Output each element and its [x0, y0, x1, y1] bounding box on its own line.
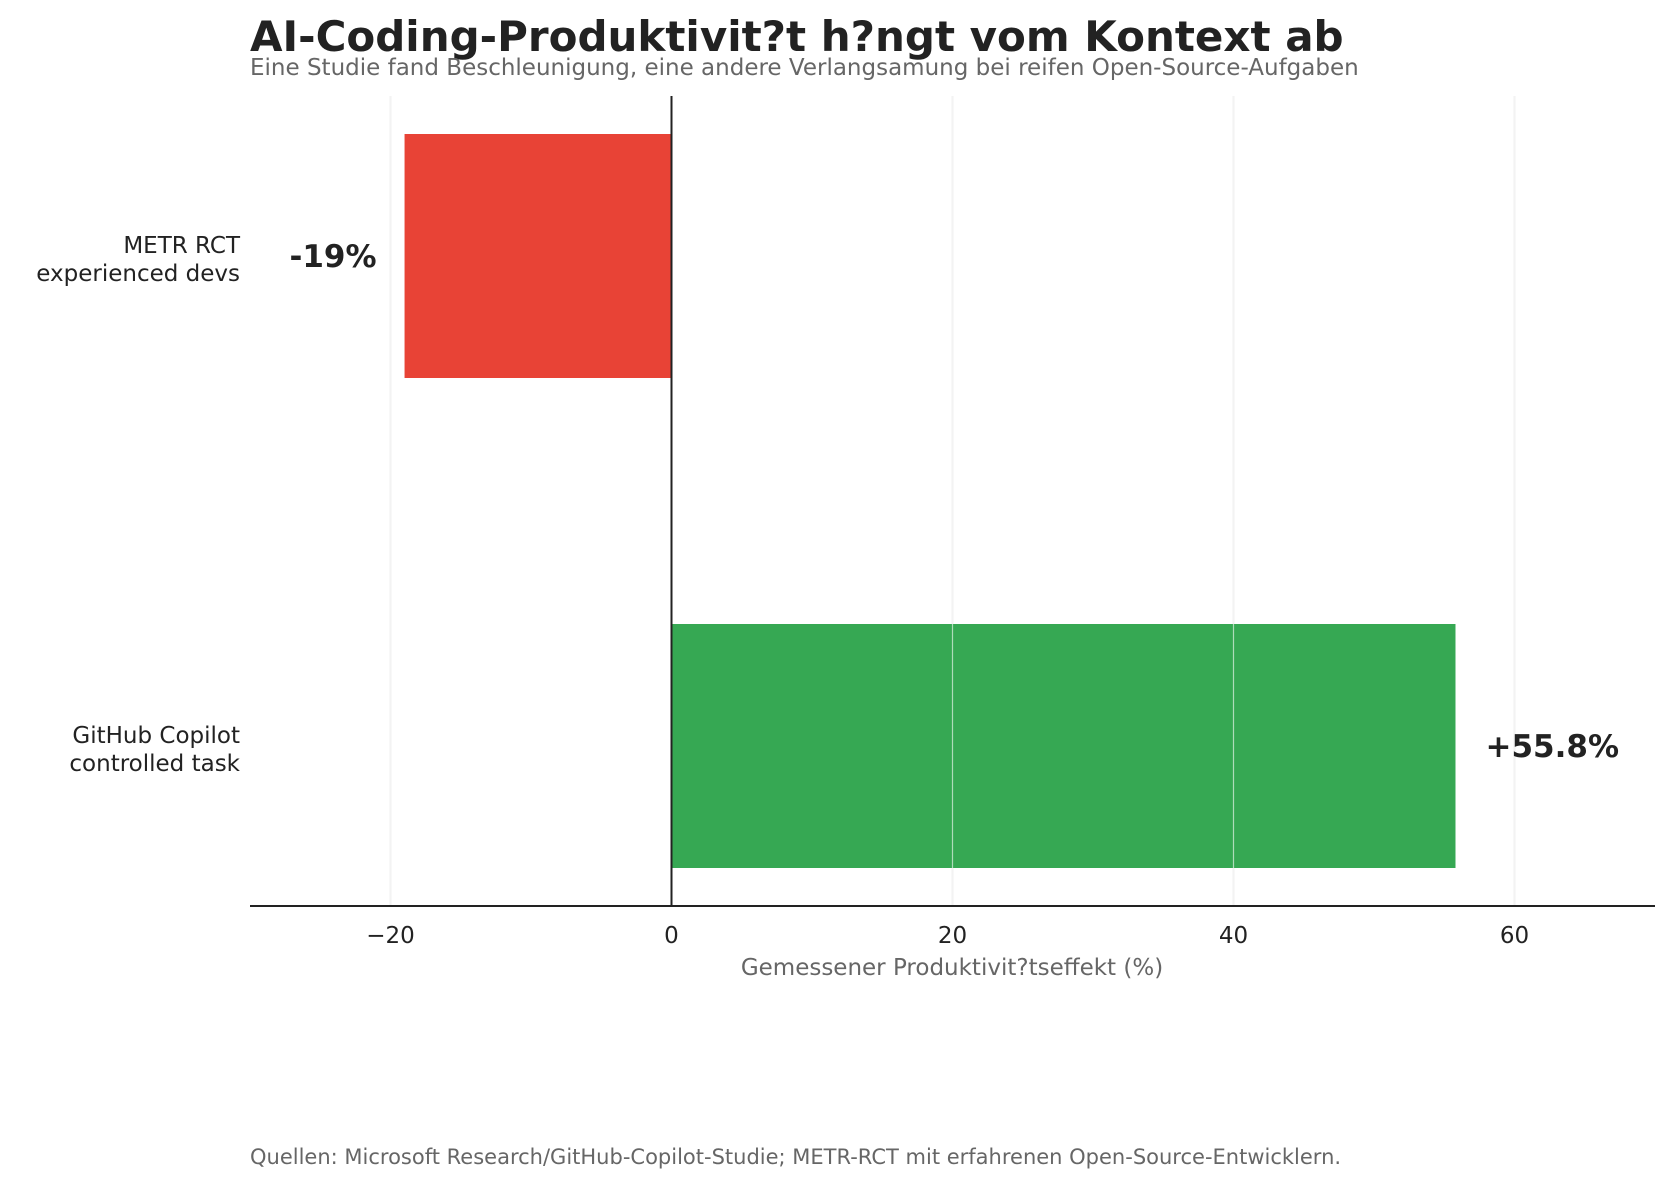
- x-tick-label: 0: [664, 923, 679, 949]
- y-category-label: METR RCT experienced devs: [36, 233, 241, 287]
- x-axis-label: Gemessener Produktivit?tseffekt (%): [741, 955, 1163, 981]
- data-label: -19%: [289, 239, 376, 275]
- x-tick-label: 20: [938, 923, 967, 949]
- x-tick-label: 60: [1500, 923, 1529, 949]
- data-label: +55.8%: [1485, 729, 1619, 765]
- chart-subtitle: Eine Studie fand Beschleunigung, eine an…: [250, 55, 1359, 81]
- bar: [671, 624, 1456, 868]
- label-layer: −20 0 20 40 60 METR RCT experienced devs -19% Gi…: [36, 233, 1619, 949]
- bar-layer: [404, 134, 1456, 868]
- x-tick-label: 40: [1219, 923, 1248, 949]
- bar: [404, 134, 672, 378]
- overlay-layer: [250, 96, 1655, 907]
- chart-title: AI-Coding-Produktivit?t h?ngt vom Kontex…: [250, 12, 1344, 61]
- source-note: Quellen: Microsoft Research/GitHub-Copil…: [250, 1145, 1342, 1169]
- y-category-label: GitHub Copilot controlled task: [69, 723, 240, 777]
- x-tick-label: −20: [366, 923, 415, 949]
